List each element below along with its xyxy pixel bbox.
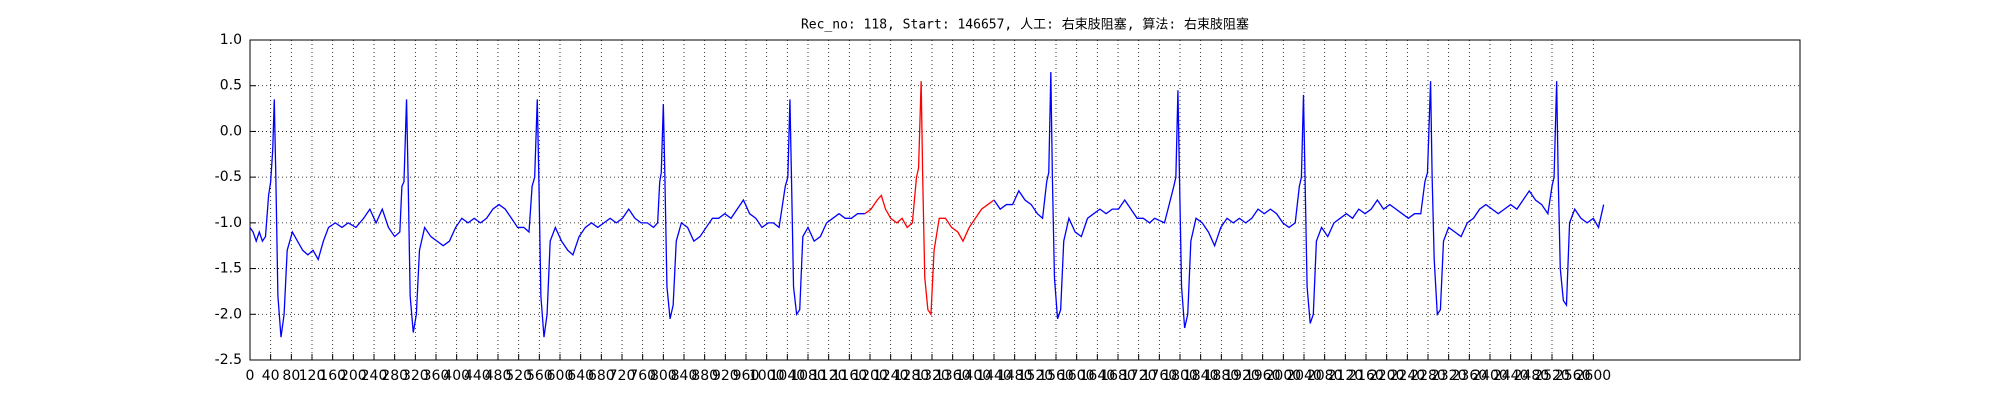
x-tick-label: 1040 <box>770 368 806 384</box>
x-tick-label: 1960 <box>1245 368 1281 384</box>
x-tick-label: 1840 <box>1183 368 1219 384</box>
y-tick-label: -2.5 <box>215 352 242 368</box>
y-tick-label: 1.0 <box>220 32 242 48</box>
x-tick-label: 1000 <box>749 368 785 384</box>
x-tick-label: 160 <box>319 368 346 384</box>
x-tick-label: 840 <box>671 368 698 384</box>
x-tick-label: 1680 <box>1100 368 1136 384</box>
x-tick-label: 2280 <box>1410 368 1446 384</box>
y-tick-label: -0.5 <box>215 169 242 185</box>
x-tick-label: 1240 <box>873 368 909 384</box>
x-tick-label: 2480 <box>1514 368 1550 384</box>
chart-title: Rec_no: 118, Start: 146657, 人工: 右束肢阻塞, 算… <box>801 17 1249 33</box>
x-tick-label: 1200 <box>852 368 888 384</box>
x-tick-label: 1640 <box>1080 368 1116 384</box>
x-tick-label: 560 <box>526 368 553 384</box>
x-tick-label: 2400 <box>1472 368 1508 384</box>
x-tick-label: 2120 <box>1328 368 1364 384</box>
x-tick-label: 1080 <box>790 368 826 384</box>
x-tick-label: 120 <box>299 368 326 384</box>
x-tick-label: 1280 <box>894 368 930 384</box>
x-tick-label: 1880 <box>1204 368 1240 384</box>
ecg-line <box>864 81 995 317</box>
x-tick-label: 200 <box>340 368 367 384</box>
x-tick-label: 1480 <box>997 368 1033 384</box>
x-tick-label: 1720 <box>1121 368 1157 384</box>
x-tick-label: 2040 <box>1286 368 1322 384</box>
x-tick-label: 1600 <box>1059 368 1095 384</box>
x-tick-label: 920 <box>712 368 739 384</box>
x-tick-label: 480 <box>485 368 512 384</box>
y-tick-label: -1.5 <box>215 261 242 277</box>
x-tick-label: 2520 <box>1534 368 1570 384</box>
x-tick-label: 1360 <box>935 368 971 384</box>
x-tick-label: 2080 <box>1307 368 1343 384</box>
y-tick-label: 0.5 <box>220 78 242 94</box>
x-tick-label: 1400 <box>956 368 992 384</box>
x-tick-label: 2320 <box>1431 368 1467 384</box>
x-tick-label: 600 <box>547 368 574 384</box>
x-tick-label: 760 <box>629 368 656 384</box>
y-tick-label: -2.0 <box>215 306 242 322</box>
x-tick-label: 320 <box>402 368 429 384</box>
x-tick-label: 680 <box>588 368 615 384</box>
x-tick-label: 520 <box>505 368 532 384</box>
x-tick-label: 1760 <box>1142 368 1178 384</box>
x-tick-label: 720 <box>609 368 636 384</box>
x-tick-label: 400 <box>443 368 470 384</box>
x-tick-label: 2600 <box>1576 368 1612 384</box>
y-tick-label: -1.0 <box>215 215 242 231</box>
x-tick-label: 360 <box>423 368 450 384</box>
x-tick-label: 2000 <box>1266 368 1302 384</box>
x-tick-label: 640 <box>567 368 594 384</box>
x-tick-label: 240 <box>361 368 388 384</box>
x-tick-label: 2560 <box>1555 368 1591 384</box>
x-tick-label: 800 <box>650 368 677 384</box>
x-tick-label: 1520 <box>1018 368 1054 384</box>
x-tick-label: 880 <box>691 368 718 384</box>
ecg-line <box>249 99 865 338</box>
x-tick-label: 1160 <box>832 368 868 384</box>
x-tick-label: 1320 <box>914 368 950 384</box>
x-tick-label: 1120 <box>811 368 847 384</box>
x-tick-label: 2440 <box>1493 368 1529 384</box>
x-tick-label: 960 <box>733 368 760 384</box>
x-tick-label: 0 <box>246 368 255 384</box>
x-tick-label: 1800 <box>1162 368 1198 384</box>
x-tick-label: 1440 <box>976 368 1012 384</box>
x-tick-label: 280 <box>381 368 408 384</box>
x-tick-label: 1920 <box>1224 368 1260 384</box>
x-tick-label: 2160 <box>1348 368 1384 384</box>
x-tick-label: 440 <box>464 368 491 384</box>
x-tick-label: 80 <box>282 368 300 384</box>
x-tick-label: 2240 <box>1390 368 1426 384</box>
y-tick-label: 0.0 <box>220 123 242 139</box>
x-tick-label: 40 <box>262 368 280 384</box>
x-tick-label: 2360 <box>1452 368 1488 384</box>
ecg-line <box>993 71 1605 329</box>
x-tick-label: 2200 <box>1369 368 1405 384</box>
x-tick-label: 1560 <box>1038 368 1074 384</box>
